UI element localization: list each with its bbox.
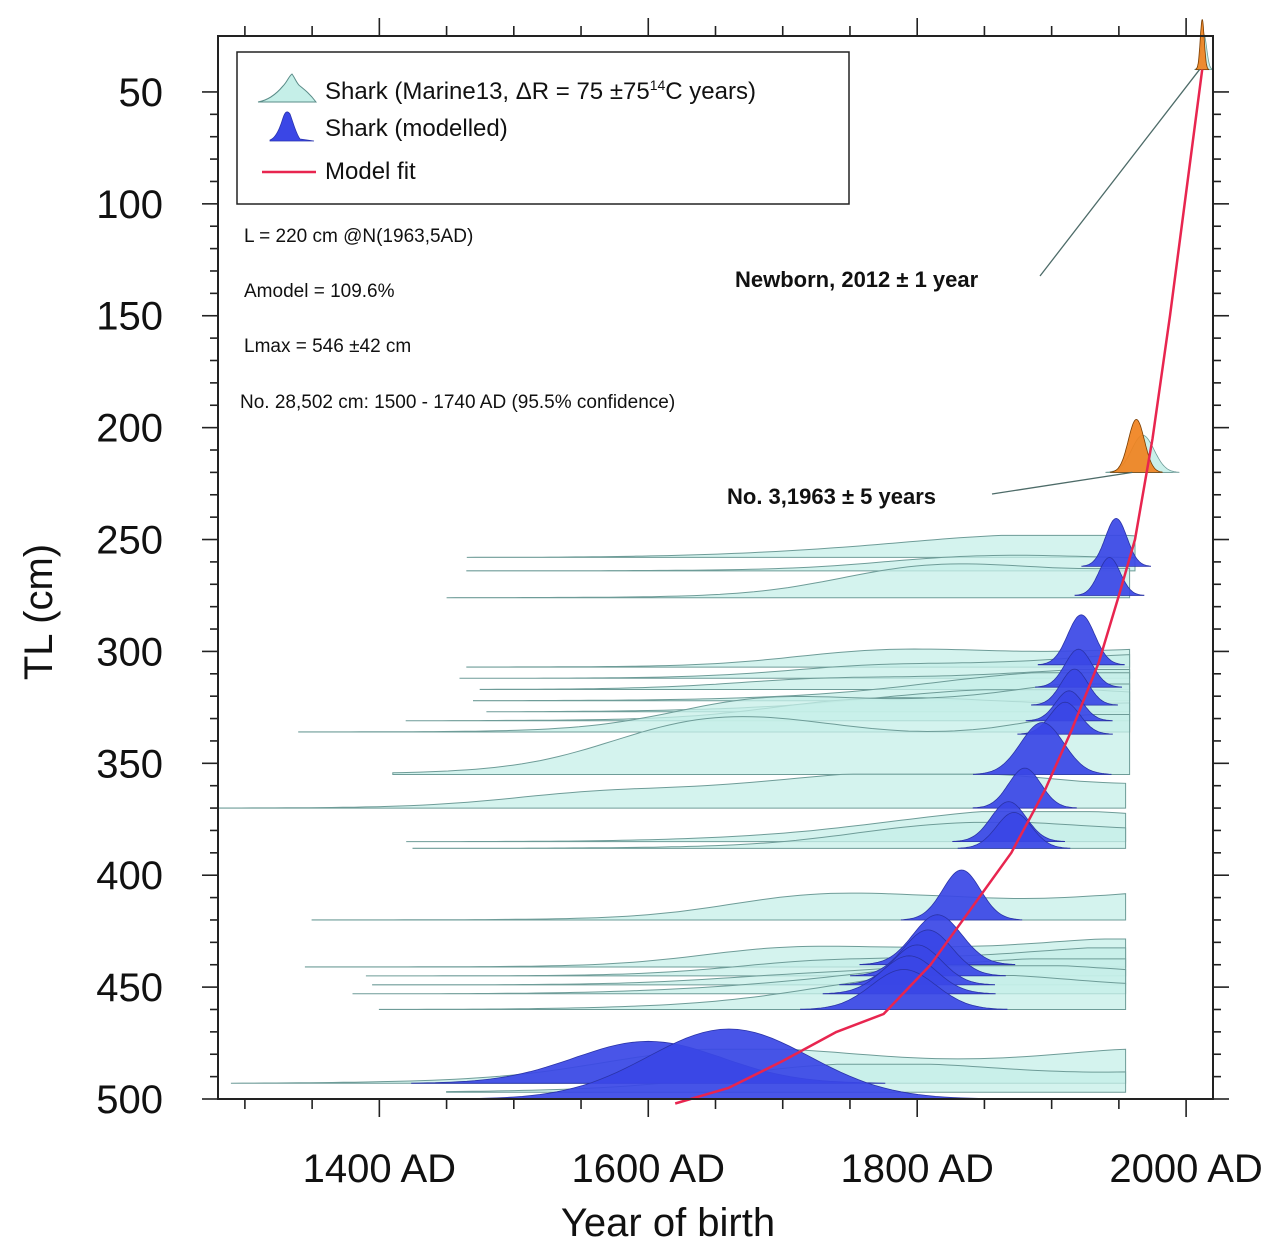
marine13-distribution	[392, 714, 1131, 775]
marine13-distribution	[466, 534, 1136, 558]
y-axis-label: TL (cm)	[17, 544, 61, 680]
x-tick-label: 1800 AD	[840, 1147, 993, 1191]
modelled-distribution	[800, 969, 1008, 1010]
x-tick-label: 1400 AD	[303, 1147, 456, 1191]
legend-fit-label: Model fit	[325, 158, 416, 185]
y-tick-label: 150	[96, 295, 163, 339]
modelled-distribution	[973, 722, 1112, 775]
legend-box	[236, 51, 850, 205]
modelled-distribution	[1031, 668, 1118, 706]
highlight-distributions	[1105, 18, 1214, 473]
legend: Shark (Marine13, ΔR = 75 ±7514C years) S…	[236, 51, 850, 205]
axis-ticks	[202, 18, 1229, 1117]
axis-tick-labels: 50 100 150 200 250 300 350 400 450 500 1400 AD 1600…	[96, 71, 1263, 1191]
highlight-distribution	[1195, 18, 1210, 70]
y-tick-label: 400	[96, 854, 163, 898]
y-tick-label: 500	[96, 1078, 163, 1122]
marine13-distributions	[217, 534, 1136, 1093]
newborn-annotation: Newborn, 2012 ± 1 year	[735, 267, 979, 292]
y-tick-label: 450	[96, 966, 163, 1010]
modelled-distribution	[1081, 517, 1151, 567]
param-amodel-annotation: Amodel = 109.6%	[244, 281, 395, 302]
param-l-annotation: L = 220 cm @N(1963,5AD)	[244, 226, 473, 247]
y-tick-label: 250	[96, 519, 163, 563]
marine13-distribution	[459, 654, 1131, 679]
x-tick-label: 1600 AD	[572, 1147, 725, 1191]
marine13-distribution	[298, 683, 1131, 733]
model-fit-line	[674, 69, 1204, 1105]
marine13-distribution	[311, 892, 1127, 921]
modelled-distribution	[957, 811, 1071, 849]
modelled-distribution	[1074, 557, 1145, 596]
model-fit-group	[674, 69, 1204, 1105]
x-tick-label: 2000 AD	[1109, 1147, 1262, 1191]
legend-marine13-swatch	[257, 73, 318, 103]
modelled-distribution	[972, 767, 1077, 809]
y-tick-label: 50	[119, 71, 164, 115]
no3-callout-line	[991, 471, 1133, 495]
legend-modelled-label: Shark (modelled)	[325, 115, 508, 142]
no3-annotation: No. 3,1963 ± 5 years	[727, 484, 936, 509]
legend-modelled-swatch	[269, 111, 315, 142]
legend-marine13-label: Shark (Marine13, ΔR = 75 ±7514C years)	[325, 77, 756, 105]
marine13-distribution	[446, 563, 1131, 599]
callout-lines	[991, 69, 1201, 495]
modelled-distribution	[1035, 648, 1122, 688]
y-tick-label: 200	[96, 407, 163, 451]
y-tick-label: 300	[96, 630, 163, 674]
param-no28-annotation: No. 28,502 cm: 1500 - 1740 AD (95.5% con…	[240, 392, 675, 413]
y-tick-label: 100	[96, 183, 163, 227]
newborn-callout-line	[1039, 69, 1201, 277]
x-axis-label: Year of birth	[561, 1201, 775, 1245]
modelled-distribution	[470, 1028, 988, 1100]
modelled-distribution	[900, 869, 1023, 921]
param-lmax-annotation: Lmax = 546 ±42 cm	[244, 336, 411, 357]
y-tick-label: 350	[96, 742, 163, 786]
